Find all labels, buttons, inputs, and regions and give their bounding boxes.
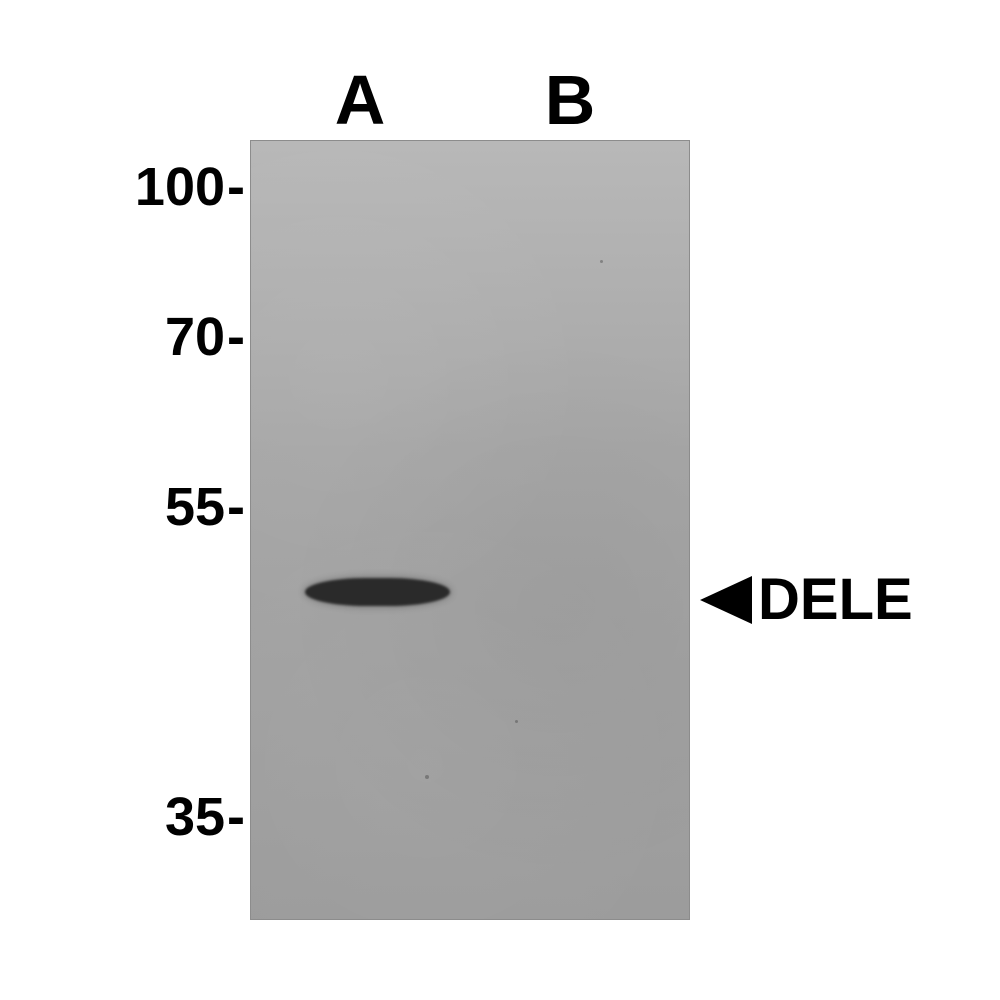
- blot-speck: [425, 775, 429, 779]
- mw-marker-dash: -: [227, 476, 245, 538]
- lane-label-A: A: [325, 60, 395, 140]
- annotation-label: DELE: [758, 566, 913, 633]
- mw-marker-dash: -: [227, 306, 245, 368]
- blot-membrane: [250, 140, 690, 920]
- mw-marker-dash: -: [227, 786, 245, 848]
- annotation-arrow-DELE: DELE: [700, 566, 913, 633]
- figure-canvas: A B 100- 70- 55- 35- DELE: [0, 0, 1000, 1000]
- mw-marker-55: 55-: [0, 480, 245, 534]
- mw-marker-35: 35-: [0, 790, 245, 844]
- blot-speck: [515, 720, 518, 723]
- blot-speck: [600, 260, 603, 263]
- mw-marker-value: 70: [165, 306, 225, 368]
- mw-marker-70: 70-: [0, 310, 245, 364]
- mw-marker-value: 100: [135, 156, 225, 218]
- blot-texture: [251, 141, 689, 919]
- mw-marker-value: 55: [165, 476, 225, 538]
- mw-marker-value: 35: [165, 786, 225, 848]
- lane-label-text: B: [545, 61, 596, 139]
- lane-label-B: B: [535, 60, 605, 140]
- band-lane-A: [305, 578, 450, 606]
- lane-label-text: A: [335, 61, 386, 139]
- mw-marker-dash: -: [227, 156, 245, 218]
- arrow-left-icon: [700, 576, 752, 624]
- mw-marker-100: 100-: [0, 160, 245, 214]
